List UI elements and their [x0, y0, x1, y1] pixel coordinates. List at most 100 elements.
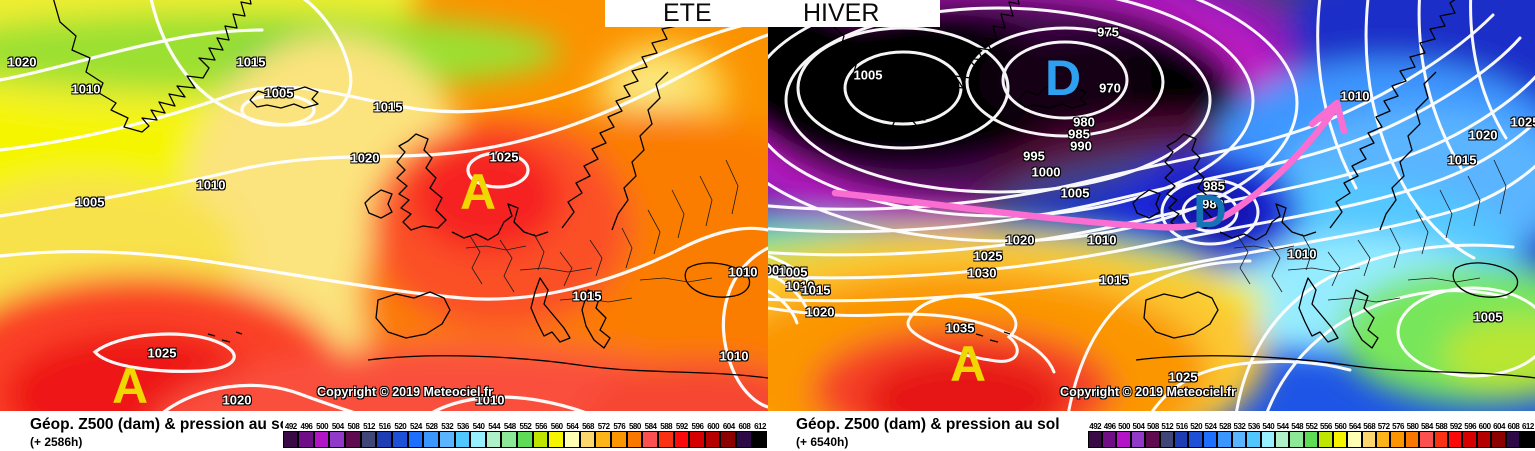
pressure-label: 1010 [475, 392, 505, 408]
scale-swatch [595, 431, 611, 448]
scale-cell: 508 [1145, 411, 1160, 451]
scale-swatch [1476, 431, 1492, 448]
scale-cell: 540 [1260, 411, 1275, 451]
scale-cell: 520 [391, 411, 408, 451]
scale-cell: 496 [1101, 411, 1117, 451]
scale-cell: 588 [1433, 411, 1449, 451]
scale-swatch [438, 431, 455, 448]
pressure-label: 1010 [785, 278, 815, 294]
scale-value: 528 [425, 422, 438, 431]
scale-value: 560 [550, 422, 563, 431]
scale-cell: 496 [298, 411, 315, 451]
scale-value: 556 [1320, 422, 1332, 431]
scale-cell: 524 [407, 411, 424, 451]
scale-cell: 608 [1505, 411, 1521, 451]
scale-value: 504 [1132, 422, 1145, 431]
scale-value: 592 [675, 422, 688, 431]
scale-value: 572 [1377, 422, 1390, 431]
scale-value: 552 [1305, 422, 1318, 431]
scale-cell: 572 [1375, 411, 1391, 451]
scale-swatch [564, 431, 580, 448]
scale-value: 512 [363, 422, 375, 431]
scale-swatch [1145, 431, 1160, 448]
scale-cell: 592 [673, 411, 690, 451]
pressure-label: 1020 [805, 304, 835, 320]
scale-cell: 600 [1476, 411, 1492, 451]
hiver-map-field [768, 0, 1535, 411]
scale-value: 548 [503, 422, 516, 431]
scale-value: 512 [1161, 422, 1174, 431]
pressure-label: 1010 [1087, 232, 1117, 248]
scale-swatch [1332, 431, 1348, 448]
scale-value: 532 [441, 422, 454, 431]
pressure-label: 1025 [147, 345, 177, 361]
scale-cell: 564 [1347, 411, 1362, 451]
scale-cell: 576 [1390, 411, 1405, 451]
scale-swatch [1159, 431, 1175, 448]
jet-arrow [831, 99, 1348, 231]
scale-cell: 544 [1274, 411, 1290, 451]
scale-value: 552 [519, 422, 532, 431]
pressure-label: 1005 [853, 67, 883, 83]
scale-swatch [720, 431, 737, 448]
scale-swatch [1361, 431, 1376, 448]
scale-value: 520 [1190, 422, 1203, 431]
isobar-contours [768, 0, 1535, 411]
scale-swatch [1246, 431, 1261, 448]
scale-cell: 492 [282, 411, 299, 451]
scale-cell: 516 [1174, 411, 1189, 451]
pressure-label: 1015 [801, 282, 831, 298]
legend-title-right: Géop. Z500 (dam) & pression au sol [796, 416, 1060, 433]
scale-swatch [1116, 431, 1131, 448]
scale-value: 540 [1262, 422, 1275, 431]
scale-cell: 528 [423, 411, 440, 451]
scale-cell: 556 [1318, 411, 1333, 451]
scale-value: 556 [535, 422, 547, 431]
scale-cell: 524 [1202, 411, 1218, 451]
scale-swatch [345, 431, 361, 448]
pressure-label: 1010 [71, 81, 101, 97]
scale-swatch [1174, 431, 1189, 448]
scale-value: 516 [1175, 422, 1188, 431]
scale-value: 600 [707, 422, 720, 431]
ete-map-field [0, 0, 768, 411]
pressure-label: 980 [1073, 114, 1095, 130]
scale-value: 604 [722, 422, 735, 431]
scale-swatch [517, 431, 533, 448]
pressure-label: 1010 [728, 264, 758, 280]
scale-value: 516 [378, 422, 391, 431]
scale-swatch [689, 431, 705, 448]
ete-labels: 1020 1010 1015 1005 1010 1005 1015 1020 1025 1010… [0, 0, 768, 411]
scale-cell: 596 [1462, 411, 1477, 451]
scale-swatch [485, 431, 502, 448]
scale-swatch [1375, 431, 1391, 448]
scale-cell: 580 [1404, 411, 1420, 451]
pressure-label: 1010 [196, 177, 226, 193]
pressure-label: 1005 [75, 194, 105, 210]
scale-swatch [1404, 431, 1420, 448]
scale-value: 612 [754, 422, 766, 431]
pressure-label: 1020 [1468, 127, 1498, 143]
pressure-label: 1015 [1447, 152, 1477, 168]
pressure-label: 1015 [373, 99, 403, 115]
scale-swatch [329, 431, 346, 448]
scale-swatch [657, 431, 674, 448]
pressure-label: 1025 [489, 149, 519, 165]
scale-cell: 548 [1289, 411, 1304, 451]
scale-value: 540 [472, 422, 485, 431]
scale-value: 584 [1420, 422, 1433, 431]
scale-cell: 536 [1246, 411, 1261, 451]
scale-cell: 512 [1159, 411, 1175, 451]
scale-cell: 612 [1520, 411, 1535, 451]
pressure-label: 975 [1097, 24, 1119, 40]
scale-value: 520 [394, 422, 407, 431]
scale-swatch [1347, 431, 1362, 448]
pressure-label: 1035 [945, 320, 975, 336]
scale-swatch [1202, 431, 1218, 448]
scale-cell: 608 [736, 411, 753, 451]
scale-swatch [1101, 431, 1117, 448]
scale-cell: 588 [657, 411, 674, 451]
pressure-label: 1005 [1060, 185, 1090, 201]
scale-cell: 536 [454, 411, 471, 451]
